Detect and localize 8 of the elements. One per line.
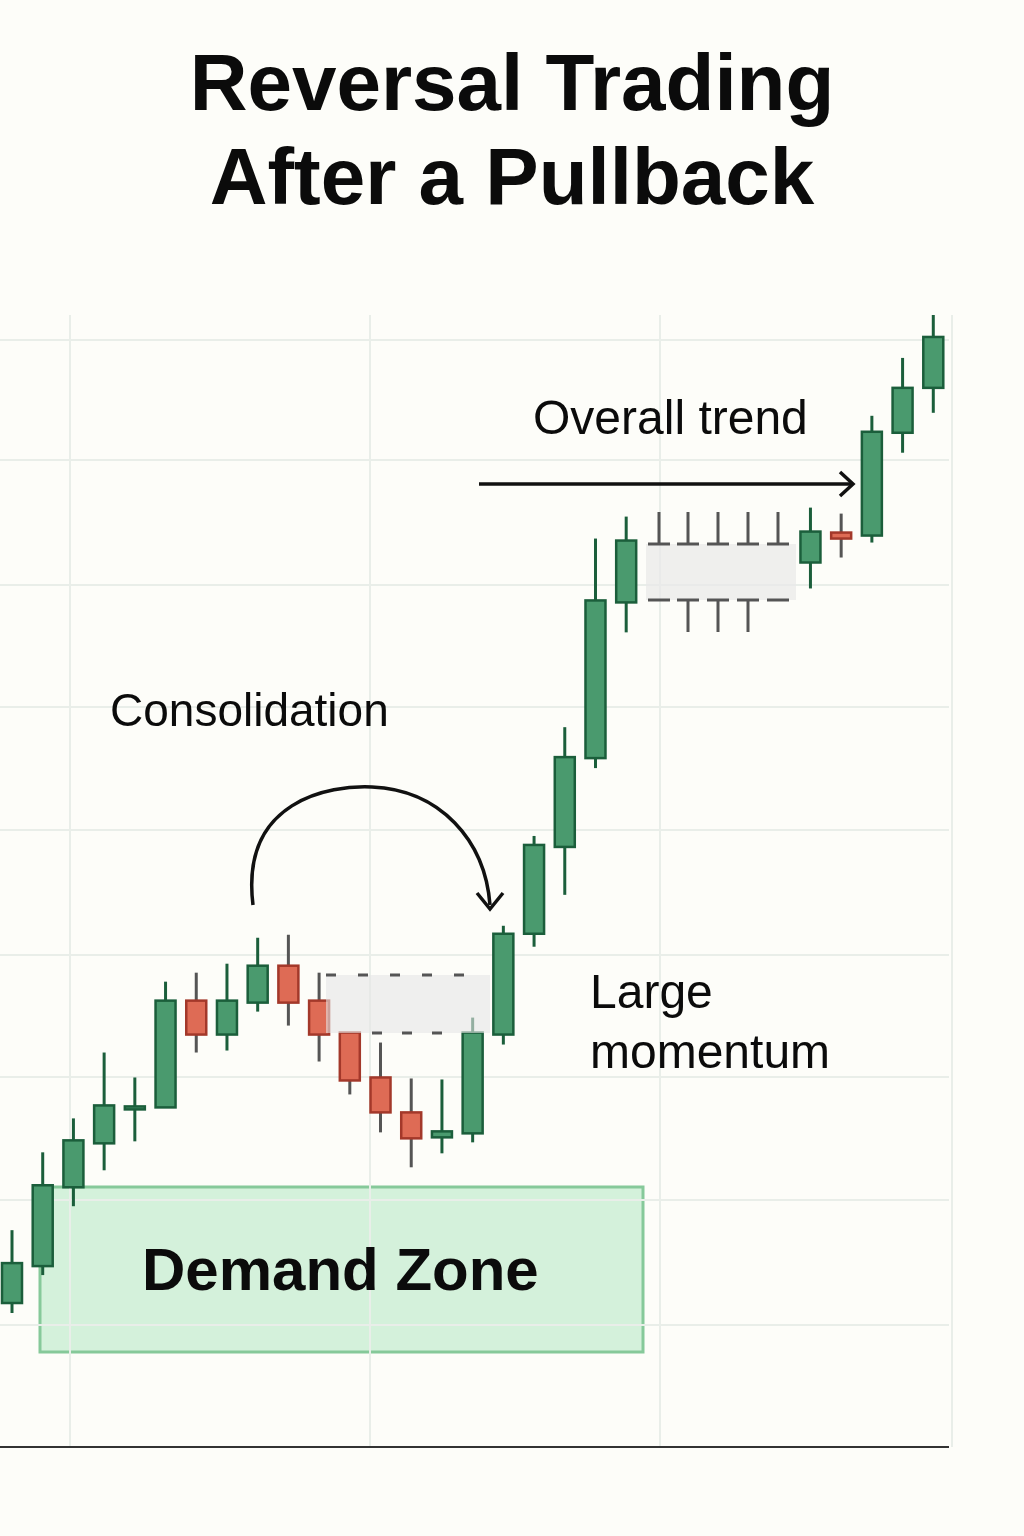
chart-title: Reversal Trading After a Pullback <box>188 37 836 223</box>
annotation: Demand Zone <box>142 1235 540 1305</box>
candlestick <box>123 1077 147 1142</box>
annotation: Consolidation <box>110 683 390 738</box>
candlestick <box>430 1079 454 1154</box>
annotation: Overall trend <box>533 390 809 446</box>
candlestick <box>829 513 853 558</box>
annotation: Large momentum <box>590 964 832 1080</box>
